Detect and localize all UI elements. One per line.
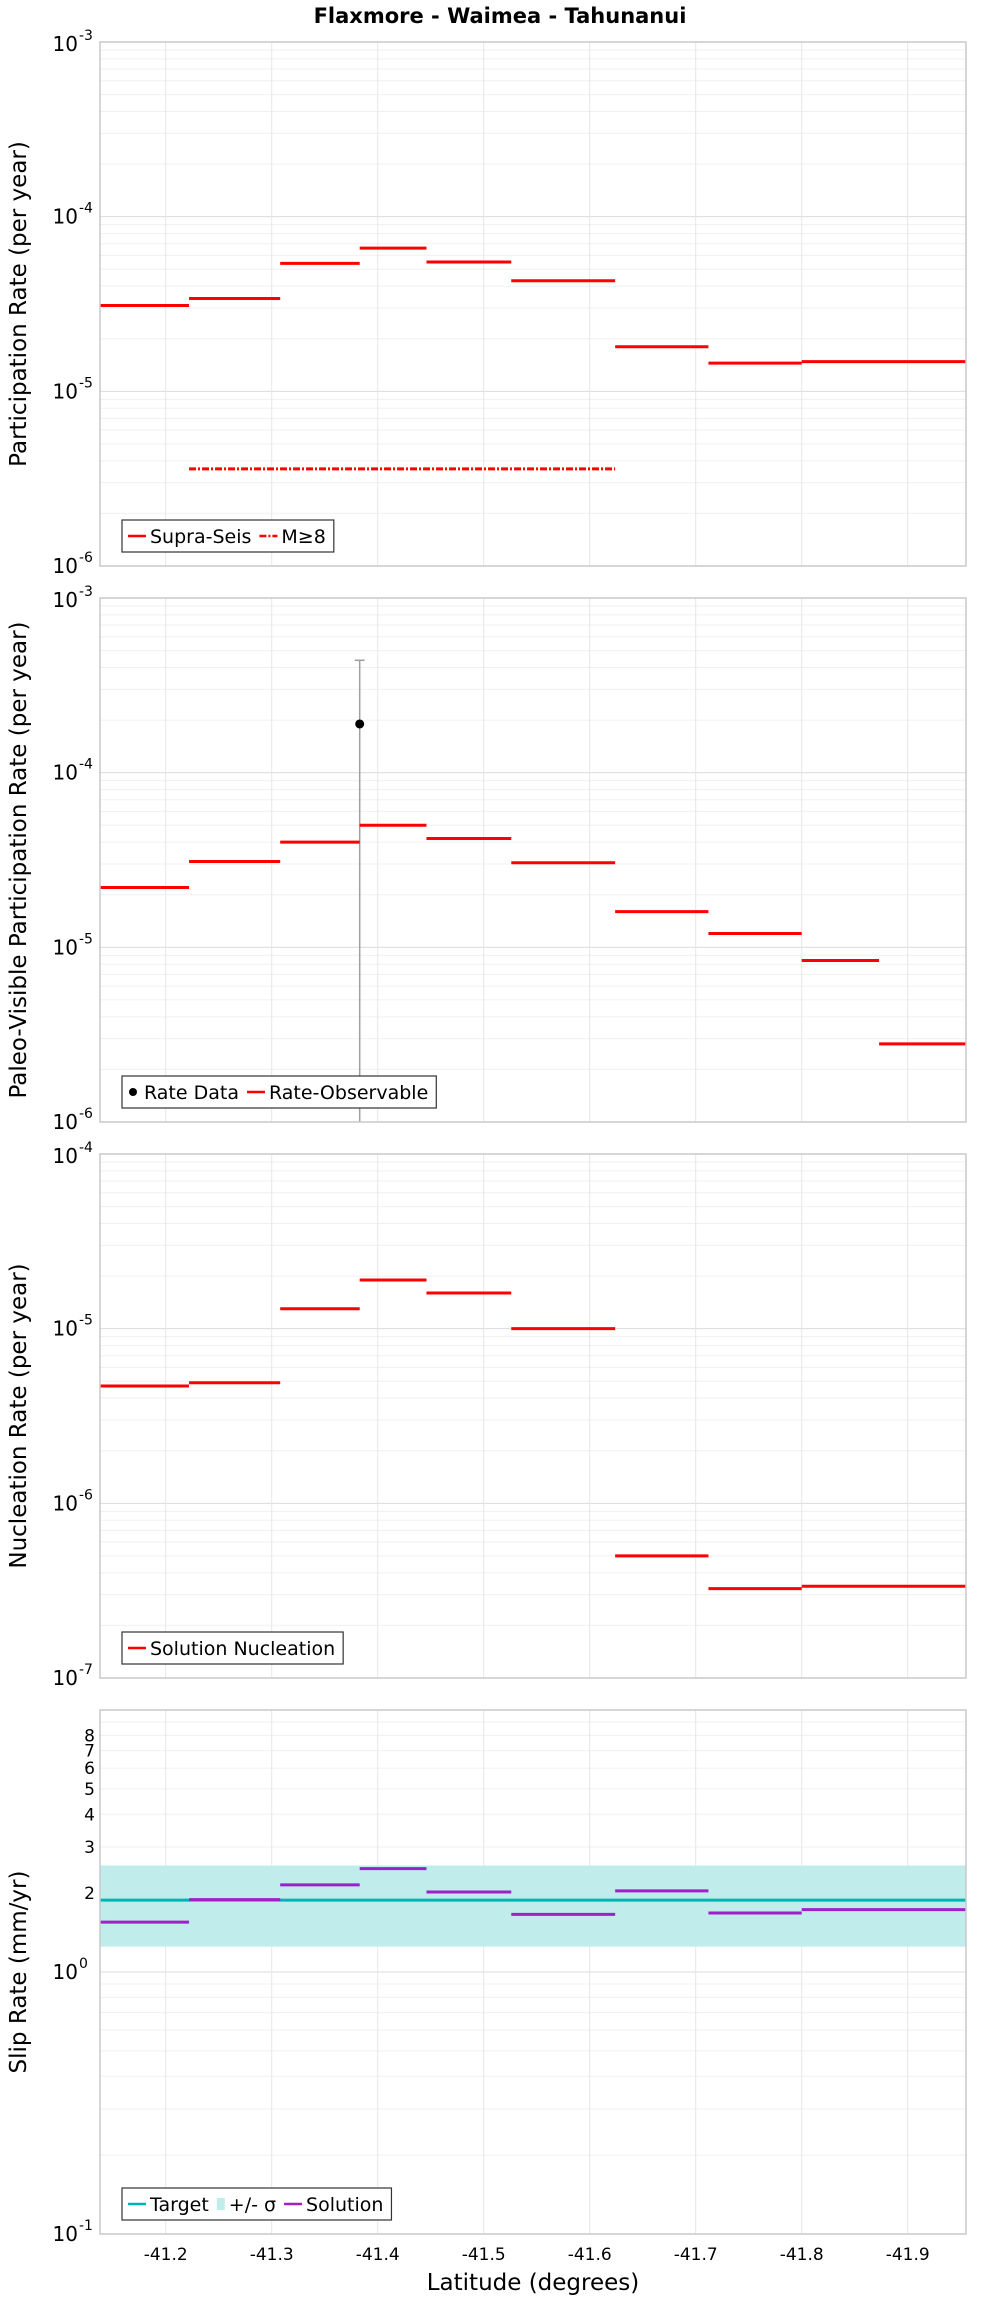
legend-swatch [129, 1088, 137, 1096]
y-tick-label: 10 [53, 32, 78, 56]
y-minor-tick-label: 4 [84, 1805, 95, 1825]
legend: Solution Nucleation [121, 1631, 344, 1665]
x-tick-label: -41.4 [356, 2245, 400, 2265]
y-tick-exponent: -3 [79, 28, 93, 44]
y-tick-label: 10 [53, 205, 78, 229]
legend-box [121, 519, 335, 553]
y-tick-exponent: 0 [79, 1956, 88, 1972]
y-axis-label: Participation Rate (per year) [6, 141, 32, 467]
x-tick-label: -41.8 [780, 2245, 824, 2265]
y-tick-exponent: -6 [79, 550, 93, 566]
legend-label: Solution Nucleation [150, 1638, 335, 1660]
y-tick-exponent: -7 [79, 1662, 93, 1678]
y-tick-label: 10 [53, 2222, 78, 2246]
chart-title: Flaxmore - Waimea - Tahunanui [314, 4, 687, 28]
y-tick-label: 10 [53, 379, 78, 403]
y-tick-label: 10 [53, 1960, 78, 1984]
legend-label: M≥8 [281, 526, 325, 548]
y-tick-exponent: -3 [79, 584, 93, 600]
plot-area [100, 1154, 966, 1678]
legend-label: Rate-Observable [269, 1082, 428, 1104]
y-tick-label: 10 [53, 1110, 78, 1134]
legend: Supra-Seis M≥8 [121, 519, 335, 553]
y-tick-exponent: -5 [79, 375, 93, 391]
y-minor-tick-label: 8 [84, 1726, 95, 1746]
legend-label: +/- σ [229, 2194, 276, 2216]
y-tick-exponent: -4 [79, 757, 93, 773]
plot-border [99, 597, 967, 1123]
legend-box [121, 2187, 393, 2221]
y-tick-label: 10 [53, 935, 78, 959]
x-tick-label: -41.6 [568, 2245, 612, 2265]
legend-swatch [216, 2198, 225, 2210]
legend-box [121, 1075, 437, 1109]
y-tick-label: 10 [53, 1144, 78, 1168]
y-tick-exponent: -5 [79, 931, 93, 947]
y-minor-tick-label: 3 [84, 1838, 95, 1858]
legend-label: Rate Data [144, 1082, 239, 1104]
legend-label: Solution [306, 2194, 383, 2216]
y-tick-exponent: -4 [79, 1140, 93, 1156]
x-tick-label: -41.3 [250, 2245, 294, 2265]
plot-border [99, 1709, 967, 2235]
y-minor-tick-label: 5 [84, 1780, 95, 1800]
x-tick-label: -41.7 [674, 2245, 718, 2265]
rate-data-point [355, 719, 365, 729]
y-tick-label: 10 [53, 1491, 78, 1515]
y-tick-label: 10 [53, 761, 78, 785]
plot-border [99, 41, 967, 567]
plot-area [100, 598, 966, 1122]
y-tick-exponent: -5 [79, 1313, 93, 1329]
y-axis-label: Paleo-Visible Participation Rate (per ye… [6, 621, 32, 1098]
legend-box [121, 1631, 344, 1665]
legend-label: Target [149, 2194, 209, 2216]
y-minor-tick-label: 2 [84, 1884, 95, 1904]
x-tick-label: -41.5 [462, 2245, 506, 2265]
x-axis-label: Latitude (degrees) [427, 2270, 640, 2296]
y-axis-label: Slip Rate (mm/yr) [6, 1871, 32, 2074]
y-minor-tick-label: 7 [84, 1742, 95, 1762]
y-tick-exponent: -6 [79, 1487, 93, 1503]
y-tick-exponent: -1 [79, 2218, 93, 2234]
plot-area [100, 42, 966, 566]
y-tick-label: 10 [53, 588, 78, 612]
y-tick-exponent: -6 [79, 1106, 93, 1122]
y-axis-label: Nucleation Rate (per year) [6, 1263, 32, 1568]
legend: Target +/- σ Solution [121, 2187, 393, 2221]
y-minor-tick-label: 6 [84, 1759, 95, 1779]
y-tick-exponent: -4 [79, 201, 93, 217]
y-tick-label: 10 [53, 554, 78, 578]
x-axis: -41.2 -41.3 -41.4 -41.5 -41.6 -41.7 -41.8 -41.9 [144, 2245, 930, 2265]
y-tick-label: 10 [53, 1666, 78, 1690]
x-tick-label: -41.9 [886, 2245, 930, 2265]
y-tick-label: 10 [53, 1317, 78, 1341]
legend: Rate Data Rate-Observable [121, 1075, 437, 1109]
sigma-band [100, 1865, 966, 1947]
plot-border [99, 1153, 967, 1679]
legend-label: Supra-Seis [150, 526, 251, 548]
x-tick-label: -41.2 [144, 2245, 188, 2265]
